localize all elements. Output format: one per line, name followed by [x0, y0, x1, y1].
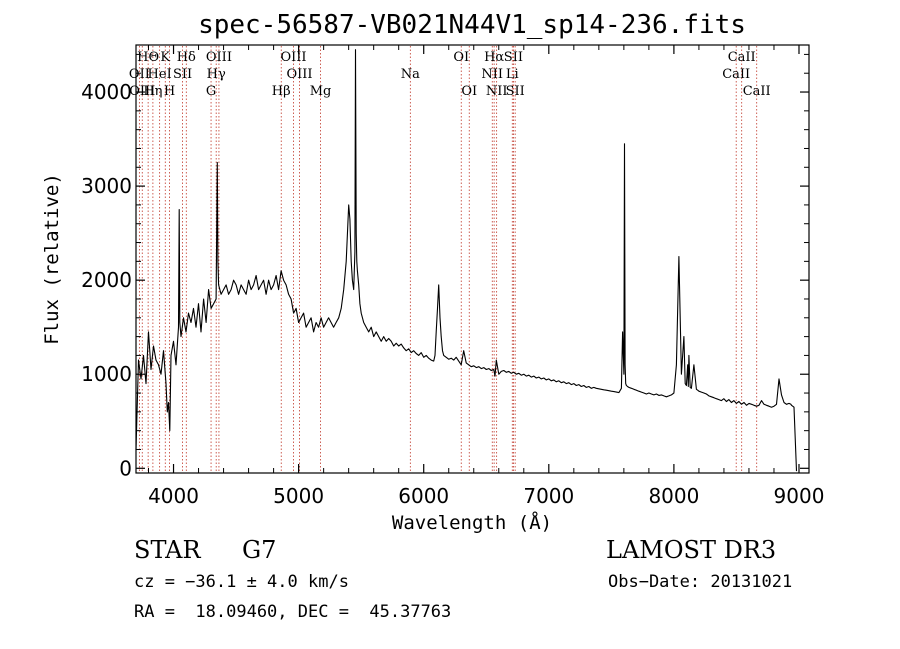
line-label-hθ: HΘ: [137, 50, 159, 65]
line-label-k: K: [160, 50, 170, 65]
line-label-oiii: OIII: [280, 50, 306, 65]
survey-name: LAMOST DR3: [606, 536, 777, 564]
line-label-oi: OI: [453, 50, 469, 65]
line-label-caii: CaII: [722, 67, 750, 82]
y-tick-label: 2000: [81, 268, 132, 292]
y-tick-label: 0: [119, 456, 132, 480]
line-label-hγ: Hγ: [207, 67, 226, 82]
line-label-hei: HeI: [148, 67, 172, 82]
line-label-sii: SII: [173, 67, 192, 82]
line-label-hη: Hη: [143, 84, 162, 99]
object-class: STAR: [134, 536, 201, 564]
line-label-hα: Hα: [484, 50, 504, 65]
x-tick-label: 6000: [398, 484, 449, 508]
y-tick-label: 3000: [81, 174, 132, 198]
y-tick-label: 4000: [81, 80, 132, 104]
line-label-oii: OII: [129, 67, 150, 82]
plot-frame: [135, 44, 810, 474]
spectrum-line: [135, 49, 798, 472]
x-tick-label: 5000: [273, 484, 324, 508]
line-label-na: Na: [401, 67, 420, 82]
y-tick-label: 1000: [81, 362, 132, 386]
line-label-sii: SII: [506, 84, 525, 99]
line-label-mg: Mg: [310, 84, 332, 99]
x-axis-title: Wavelength (Å): [392, 511, 552, 534]
axis-ticks: [136, 45, 809, 473]
observation-date: Obs−Date: 20131021: [608, 572, 793, 592]
line-label-nii: NII: [486, 84, 508, 99]
spectrum-chart: spec-56587-VB021N44V1_sp14-236.fits HΘ OI…: [41, 10, 824, 534]
line-label-hβ: Hβ: [272, 84, 291, 99]
line-label-oiii: OIII: [206, 50, 232, 65]
line-label-oi: OI: [461, 84, 477, 99]
sky-coordinates: RA = 18.09460, DEC = 45.37763: [134, 602, 452, 622]
line-marker-group: [138, 46, 758, 473]
x-tick-label: 9000: [774, 484, 825, 508]
spectral-subclass: G7: [242, 536, 277, 564]
line-label-sii: SII: [504, 50, 523, 65]
line-label-oiii: OIII: [286, 67, 312, 82]
line-label-caii: CaII: [728, 50, 756, 65]
line-label-hδ: Hδ: [177, 50, 196, 65]
y-axis-title: Flux (relative): [41, 173, 63, 345]
line-label-g: G: [206, 84, 216, 99]
line-label-li: Li: [506, 67, 519, 82]
line-label-h: H: [164, 84, 175, 99]
x-tick-label: 8000: [648, 484, 699, 508]
x-tick-label: 7000: [523, 484, 574, 508]
axis-tick-labels: 4000 5000 6000 7000 8000 9000 0 1000 2000 3000 400…: [81, 80, 824, 508]
chart-title: spec-56587-VB021N44V1_sp14-236.fits: [198, 10, 746, 40]
line-label-nii: NII: [481, 67, 503, 82]
redshift-velocity: cz = −36.1 ± 4.0 km/s: [134, 572, 349, 592]
line-label-caii: CaII: [743, 84, 771, 99]
x-tick-label: 4000: [148, 484, 199, 508]
